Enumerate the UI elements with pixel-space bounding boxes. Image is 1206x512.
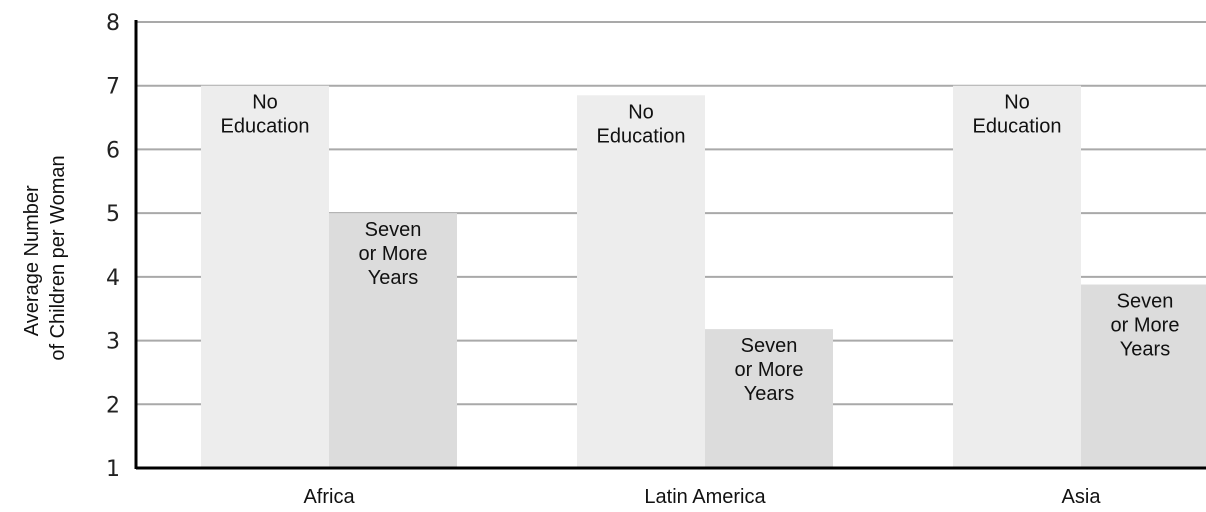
bar-label-line: Years [744,383,794,405]
y-axis-title-line-2: of Children per Woman [47,155,69,360]
y-tick-label: 5 [106,202,120,227]
y-tick-label: 2 [106,393,120,418]
bar-label-line: or More [1111,315,1180,337]
bar-label: Seven or More Years [1111,291,1180,361]
y-axis-title-line-1: Average Number [21,185,43,336]
bar-label-line: or More [359,243,428,265]
x-category-label: Asia [1062,486,1102,508]
y-tick-label: 3 [106,330,120,355]
bar-label: No Education [973,92,1062,138]
x-category-label: Africa [303,486,355,508]
bar-label-line: Seven [741,335,798,357]
bar-label: Seven or More Years [735,335,804,405]
bar-label-line: Seven [365,219,422,241]
bar [201,85,329,468]
bar [329,213,457,468]
axes [134,20,1206,470]
y-tick-label: 1 [106,457,120,482]
bar-label: Seven or More Years [359,219,428,289]
bars [201,85,1206,469]
x-category-labels: Africa Latin America Asia [303,486,1101,508]
y-tick-labels: 1 2 3 4 5 6 7 8 [106,11,120,482]
y-tick-label: 4 [106,266,120,291]
bar-label-line: No [1004,92,1030,114]
bar-label: No Education [221,92,310,138]
x-category-label: Latin America [644,486,766,508]
y-tick-label: 6 [106,138,120,163]
bar-label-line: Years [1120,339,1170,361]
bar-label-line: No [628,101,654,123]
bar [953,85,1081,468]
bar [577,95,705,469]
bar [705,329,833,468]
bar-label-line: Years [368,267,418,289]
bar-label-line: Education [221,116,310,138]
bar-label-line: No [252,92,278,114]
y-axis-title: Average Number of Children per Woman [21,155,69,360]
bar-label: No Education [597,101,686,147]
y-tick-label: 8 [106,11,120,36]
y-tick-label: 7 [106,75,120,100]
bar-label-line: Education [597,125,686,147]
bar-label-line: Education [973,116,1062,138]
bar-label-line: or More [735,359,804,381]
bar-label-line: Seven [1117,291,1174,313]
bar [1081,284,1206,468]
